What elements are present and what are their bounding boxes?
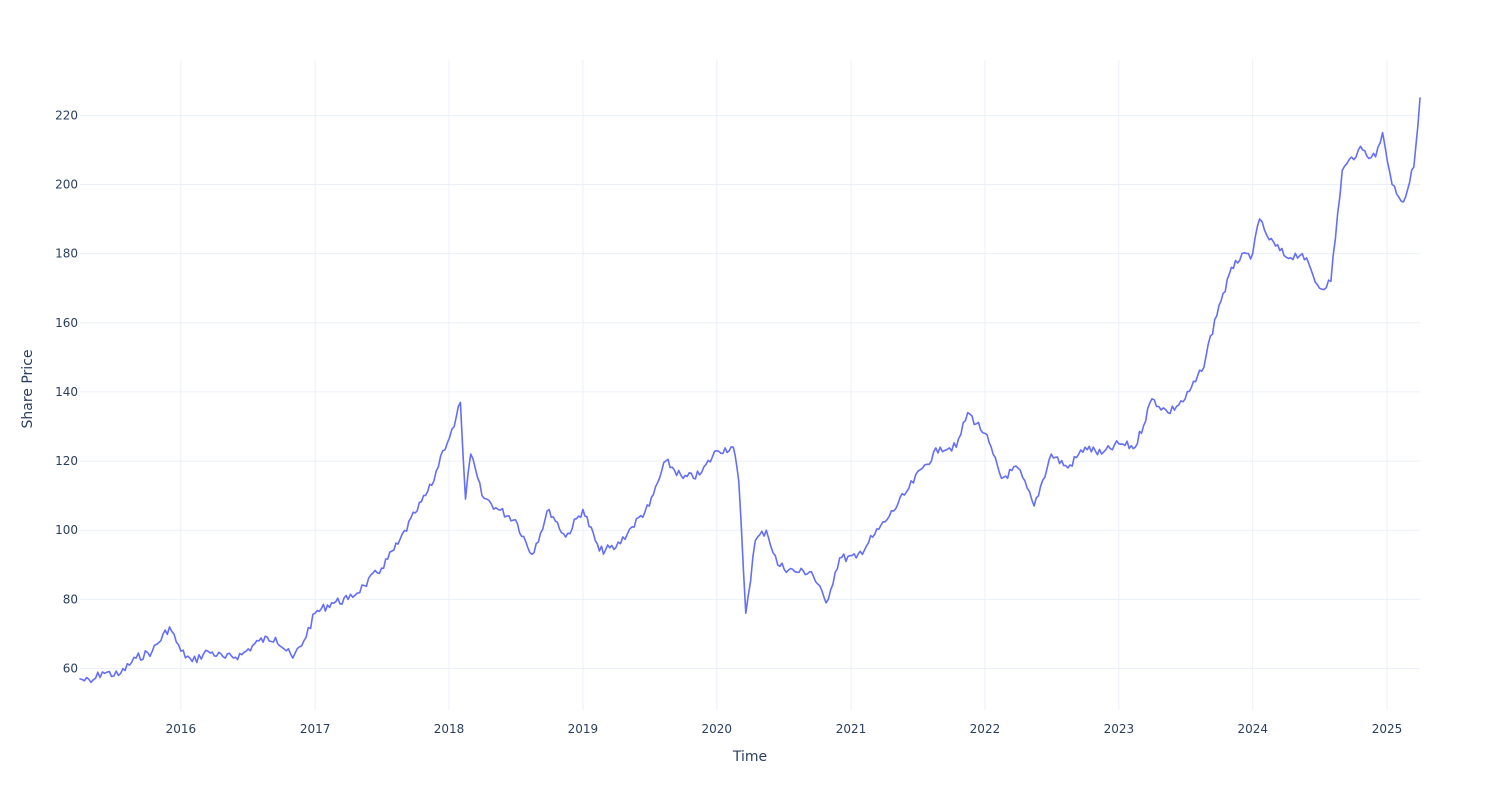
series-layer (79, 97, 1421, 684)
x-tick-label-2024: 2024 (1237, 722, 1268, 736)
x-tick-label-2019: 2019 (568, 722, 599, 736)
y-tick-label-220: 220 (55, 108, 78, 122)
series-line-0 (79, 97, 1421, 684)
y-axis-title: Share Price (20, 349, 36, 428)
y-tick-label-160: 160 (55, 316, 78, 330)
x-axis-title: Time (732, 749, 767, 765)
y-tick-label-200: 200 (55, 177, 78, 191)
x-tick-label-2023: 2023 (1104, 722, 1135, 736)
y-tick-label-60: 60 (63, 662, 78, 676)
y-tick-label-80: 80 (63, 592, 78, 606)
y-tick-label-100: 100 (55, 523, 78, 537)
x-tick-label-2025: 2025 (1372, 722, 1403, 736)
x-tick-label-2016: 2016 (166, 722, 197, 736)
x-tick-label-2017: 2017 (300, 722, 331, 736)
x-tick-label-2020: 2020 (702, 722, 733, 736)
grid-layer (80, 60, 1420, 710)
x-tick-label-2018: 2018 (434, 722, 465, 736)
y-tick-label-180: 180 (55, 247, 78, 261)
x-tick-label-2022: 2022 (970, 722, 1001, 736)
x-tick-label-2021: 2021 (836, 722, 867, 736)
y-tick-label-120: 120 (55, 454, 78, 468)
tick-layer: 2016 2017 2018 2019 2020 2021 2022 2023 2024 2025… (55, 108, 1402, 736)
y-tick-label-140: 140 (55, 385, 78, 399)
